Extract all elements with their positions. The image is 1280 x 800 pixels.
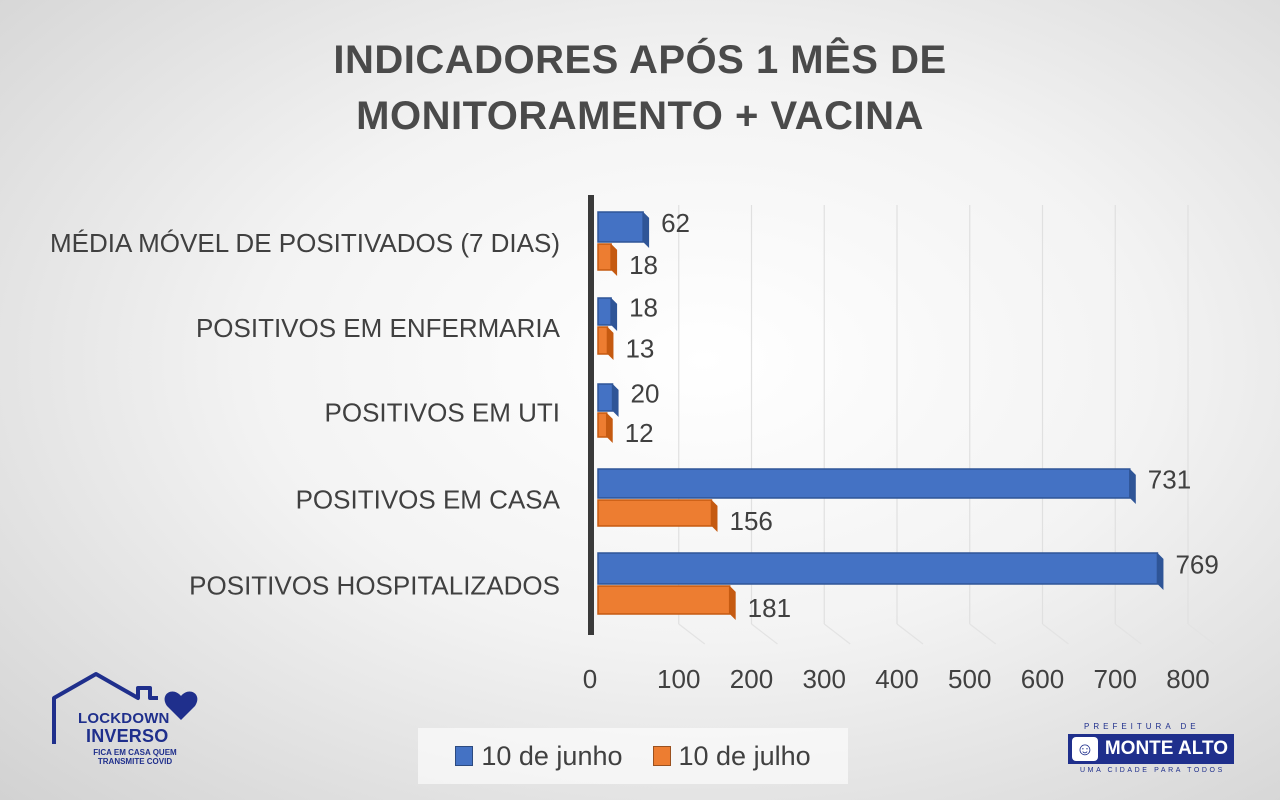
bar-1-cat-3 <box>597 383 619 417</box>
bar-front-face <box>597 468 1131 499</box>
chart-title-line-1: INDICADORES APÓS 1 MÊS DE <box>333 38 947 82</box>
lockdown-inverso-logo: LOCKDOWN INVERSO FICA EM CASA QUEM TRANS… <box>46 668 216 778</box>
x-tick-label-500: 500 <box>948 664 991 694</box>
monte-alto-logo: PREFEITURA DE MONTE ALTO ☺ UMA CIDADE PA… <box>1066 722 1236 782</box>
legend-swatch-series-1 <box>455 746 474 766</box>
bar-side-face <box>611 298 618 331</box>
value-label-1-2: 18 <box>629 293 658 323</box>
gridline-floor-100 <box>678 623 706 645</box>
bar-front-face <box>597 552 1159 585</box>
legend-item-series-1: 10 de junho <box>455 740 623 772</box>
gridline-floor-600 <box>1042 623 1069 645</box>
value-label-2-2: 13 <box>625 334 654 364</box>
house-heart-icon <box>52 672 198 744</box>
axes <box>588 195 594 635</box>
chart-title-line-2: MONITORAMENTO + VACINA <box>356 94 924 138</box>
x-tick-label-400: 400 <box>875 664 918 694</box>
bar-front-face <box>597 211 644 243</box>
category-label-5: POSITIVOS HOSPITALIZADOS <box>189 571 560 601</box>
gridline-floor-800 <box>1187 623 1215 645</box>
bar-front-face <box>597 383 614 412</box>
x-tick-label-100: 100 <box>657 664 700 694</box>
bar-front-face <box>597 499 713 527</box>
value-label-2-5: 181 <box>748 593 791 623</box>
x-tick-label-800: 800 <box>1166 664 1209 694</box>
gridline-floor-700 <box>1114 623 1142 645</box>
gridline-floor-300 <box>823 623 851 645</box>
bar-2-cat-5 <box>597 585 736 620</box>
legend-item-series-2: 10 de julho <box>652 740 811 772</box>
category-label-2: POSITIVOS EM ENFERMARIA <box>196 313 561 343</box>
bar-side-face <box>612 384 619 417</box>
x-tick-label-700: 700 <box>1094 664 1137 694</box>
monte-alto-slogan: UMA CIDADE PARA TODOS <box>1080 767 1225 774</box>
value-label-2-3: 12 <box>625 418 654 448</box>
legend-swatch-series-2 <box>652 746 671 766</box>
bar-front-face <box>597 412 608 438</box>
bar-side-face <box>607 327 614 360</box>
bar-front-face <box>597 297 612 326</box>
bar-2-cat-4 <box>597 499 718 532</box>
value-label-1-3: 20 <box>631 379 660 409</box>
category-label-1: MÉDIA MÓVEL DE POSITIVADOS (7 DIAS) <box>50 228 560 258</box>
bar-front-face <box>597 243 612 271</box>
x-tick-label-600: 600 <box>1021 664 1064 694</box>
bar-2-cat-2 <box>597 326 614 360</box>
gridline-floor-200 <box>751 623 778 645</box>
value-label-1-4: 731 <box>1148 465 1191 495</box>
bar-side-face <box>1129 469 1136 504</box>
bar-side-face <box>711 500 718 532</box>
bars <box>597 211 1164 620</box>
legend-label-series-2: 10 de julho <box>678 740 811 771</box>
category-label-3: POSITIVOS EM UTI <box>325 398 560 428</box>
bar-front-face <box>597 585 731 615</box>
bar-1-cat-1 <box>597 211 650 248</box>
bar-1-cat-5 <box>597 552 1164 590</box>
bar-2-cat-1 <box>597 243 618 276</box>
chart-title: INDICADORES APÓS 1 MÊS DE MONITORAMENTO … <box>0 32 1280 144</box>
value-label-1-5: 769 <box>1175 550 1218 580</box>
bar-2-cat-3 <box>597 412 613 443</box>
monte-alto-prefix: PREFEITURA DE <box>1084 722 1200 731</box>
lockdown-logo-line-2: INVERSO <box>86 726 169 746</box>
value-label-1-1: 62 <box>661 208 690 238</box>
value-label-2-1: 18 <box>629 250 658 280</box>
smile-icon: ☺ <box>1072 737 1098 761</box>
x-tick-label-300: 300 <box>803 664 846 694</box>
gridline-floor-500 <box>969 623 997 645</box>
bar-side-face <box>729 586 736 620</box>
y-axis-wall <box>588 195 594 635</box>
lockdown-logo-tagline: FICA EM CASA QUEM TRANSMITE COVID <box>93 748 177 766</box>
legend-label-series-1: 10 de junho <box>481 740 623 771</box>
bar-side-face <box>606 413 613 443</box>
bar-1-cat-4 <box>597 468 1136 504</box>
x-tick-label-200: 200 <box>730 664 773 694</box>
legend: 10 de junho 10 de julho <box>418 728 848 784</box>
value-label-2-4: 156 <box>729 506 772 536</box>
x-tick-label-0: 0 <box>583 664 597 694</box>
bar-front-face <box>597 326 609 355</box>
bar-side-face <box>643 212 650 248</box>
bar-side-face <box>1157 553 1164 590</box>
bar-1-cat-2 <box>597 297 618 331</box>
lockdown-logo-line-1: LOCKDOWN <box>78 710 170 727</box>
category-label-4: POSITIVOS EM CASA <box>296 485 561 515</box>
gridline-floor-400 <box>896 623 924 645</box>
bar-side-face <box>611 244 618 276</box>
